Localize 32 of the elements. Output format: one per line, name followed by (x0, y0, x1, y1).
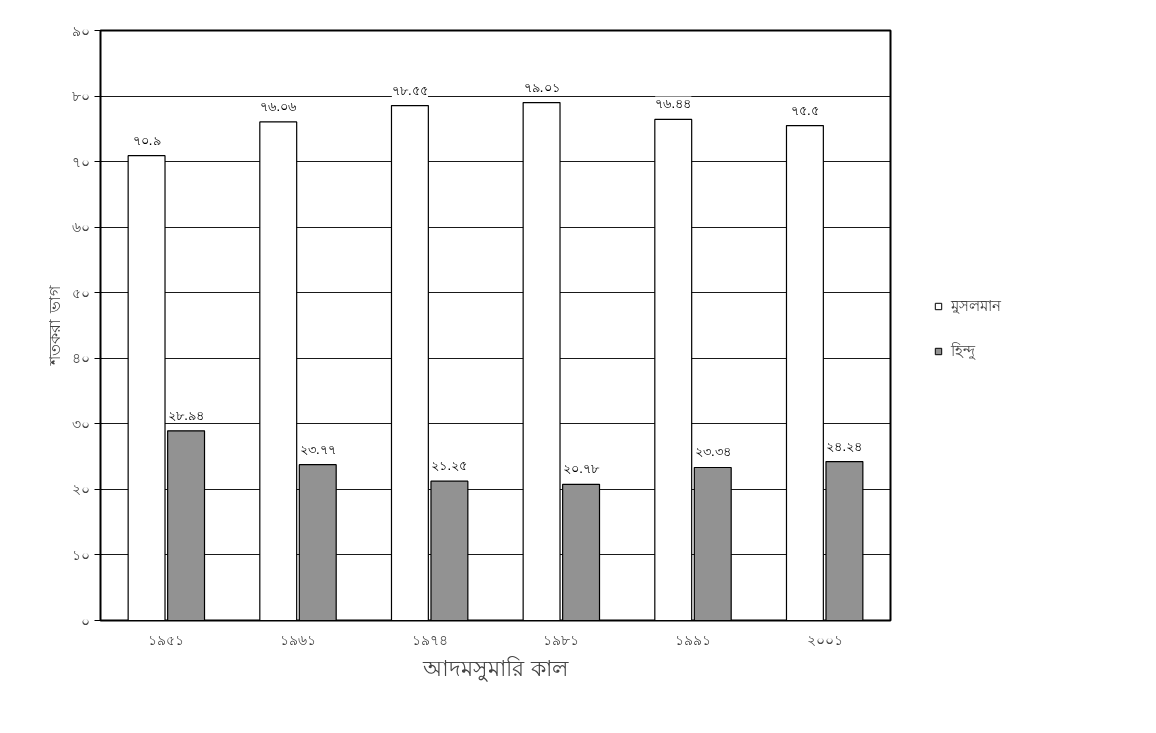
y-tick-label: ৯০ (71, 22, 90, 39)
legend-label: মুসলমান (951, 295, 1001, 317)
data-label: ২৪.২৪ (826, 438, 863, 454)
x-tick-label: ১৯৯১ (675, 631, 711, 648)
y-tick-label: ৬০ (71, 219, 90, 236)
y-tick-label: ৩০ (71, 415, 90, 432)
y-tick-label: ০ (80, 612, 90, 629)
data-label: ৭৫.৫ (790, 102, 819, 118)
y-tick-label: ১০ (71, 546, 90, 563)
data-label: ২০.৭৮ (563, 461, 601, 477)
data-label: ৭৬.০৬ (260, 98, 298, 114)
x-axis-title: আদমসুমারি কাল (422, 655, 569, 682)
y-tick-label: ৫০ (71, 284, 90, 301)
x-tick-label: ১৯৮১ (543, 631, 580, 648)
y-tick-label: ২০ (71, 481, 90, 498)
data-label: ৭৮.৫৫ (391, 82, 428, 98)
data-label: ২১.২৫ (431, 458, 468, 474)
data-label: ৭০.৯ (132, 132, 161, 148)
legend-label: হিন্দু (951, 340, 975, 362)
y-tick-label: ৮০ (71, 88, 90, 105)
data-label: ২৩.৭৭ (299, 441, 336, 457)
data-label: ২৮.৯৪ (168, 407, 205, 423)
x-tick-label: ১৯৭৪ (411, 631, 448, 648)
x-tick-label: ১৯৫১ (148, 631, 185, 648)
y-tick-label: ৭০ (71, 153, 90, 170)
data-label: ৭৬.৪৪ (655, 96, 692, 112)
x-tick-label: ২০০১ (806, 631, 843, 648)
y-axis-title: শতকরা ভাগ (44, 285, 64, 366)
data-label: ৭৯.০১ (523, 79, 560, 95)
x-tick-label: ১৯৬১ (280, 631, 316, 648)
y-tick-label: ৪০ (71, 350, 90, 367)
data-label: ২৩.৩৪ (694, 444, 731, 460)
